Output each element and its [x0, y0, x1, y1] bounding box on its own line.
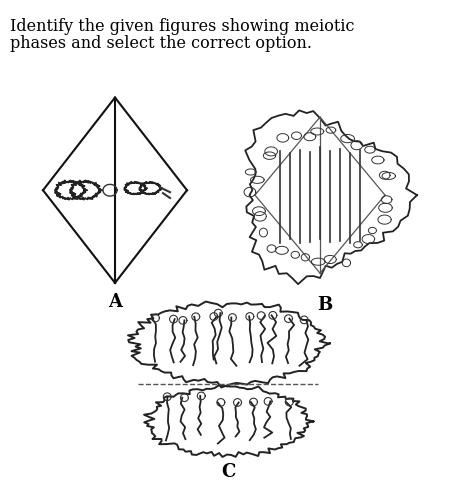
- Text: B: B: [317, 296, 332, 313]
- Text: C: C: [220, 463, 235, 482]
- Text: A: A: [108, 293, 122, 311]
- Text: phases and select the correct option.: phases and select the correct option.: [10, 35, 311, 52]
- Text: Identify the given figures showing meiotic: Identify the given figures showing meiot…: [10, 17, 354, 35]
